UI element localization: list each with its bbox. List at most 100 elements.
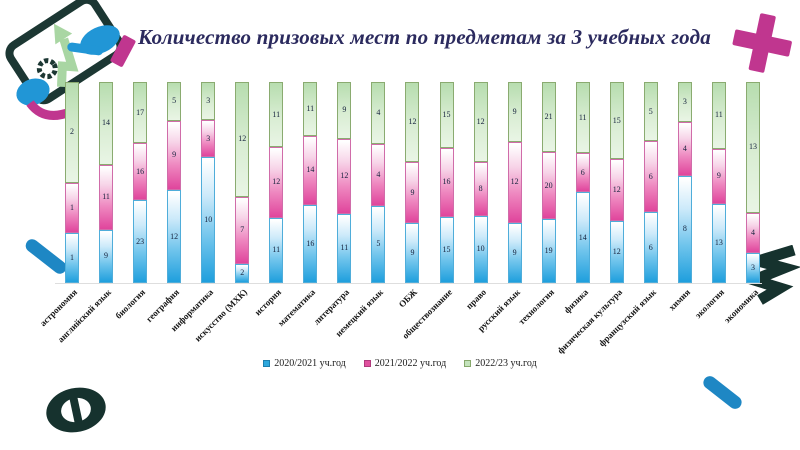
bar-column: 3 3 10 информатика bbox=[169, 82, 216, 333]
growth-arrow-icon bbox=[57, 37, 79, 88]
bar-segment: 10 bbox=[473, 215, 488, 283]
segment-value: 16 bbox=[136, 166, 145, 176]
segment-value: 19 bbox=[544, 246, 553, 256]
segment-value: 9 bbox=[410, 247, 415, 257]
bar-segment: 7 bbox=[235, 196, 250, 264]
bar-segment: 1 bbox=[65, 182, 79, 233]
segment-value: 4 bbox=[376, 107, 381, 117]
bar-segment: 5 bbox=[167, 82, 182, 121]
segment-value: 14 bbox=[578, 232, 587, 242]
bar-segment: 11 bbox=[269, 82, 284, 148]
legend-swatch-blue bbox=[263, 360, 271, 367]
legend-label: 2022/23 уч.год bbox=[475, 358, 537, 369]
segment-value: 9 bbox=[512, 107, 517, 117]
bar-segment: 10 bbox=[201, 157, 216, 283]
bar-segment: 15 bbox=[439, 82, 454, 148]
bar-column: 3 4 8 химия bbox=[667, 82, 692, 312]
segment-value: 12 bbox=[170, 231, 179, 241]
bar-segment: 12 bbox=[507, 142, 522, 223]
bar-segment: 9 bbox=[167, 120, 182, 191]
bar-segment: 8 bbox=[473, 162, 488, 216]
bar-segment: 6 bbox=[575, 153, 590, 193]
bar-segment: 4 bbox=[371, 143, 386, 206]
legend-swatch-green bbox=[464, 360, 472, 367]
legend-item-2020-2021: 2020/2021 уч.год bbox=[263, 358, 346, 369]
bar-column: 12 9 9 ОБЖ bbox=[397, 82, 420, 309]
bar-segment: 5 bbox=[643, 82, 658, 142]
pointing-finger bbox=[67, 42, 104, 56]
legend-label: 2020/2021 уч.год bbox=[274, 358, 346, 369]
segment-value: 6 bbox=[648, 242, 653, 252]
bar-segment: 16 bbox=[133, 143, 148, 201]
arrow-head-icon bbox=[53, 23, 73, 45]
segment-value: 11 bbox=[340, 243, 349, 253]
segment-value: 13 bbox=[748, 142, 757, 152]
bar-column: 21 20 19 технология bbox=[516, 82, 556, 327]
segment-value: 8 bbox=[478, 184, 483, 194]
segment-value: 2 bbox=[70, 127, 74, 137]
bar-segment: 3 bbox=[201, 82, 216, 120]
dark-f-ellipse bbox=[46, 387, 106, 433]
bar-segment: 23 bbox=[133, 200, 148, 283]
segment-value: 15 bbox=[612, 115, 621, 125]
bar-segment: 2 bbox=[235, 263, 250, 283]
bar-segment: 12 bbox=[235, 82, 250, 197]
segment-value: 9 bbox=[104, 251, 109, 261]
bar-column: 2 1 1 астрономия bbox=[38, 82, 79, 328]
bar-segment: 12 bbox=[269, 147, 284, 218]
bar-segment: 11 bbox=[99, 164, 114, 230]
bar-column: 15 16 15 обществознание bbox=[400, 82, 454, 341]
bar-segment: 9 bbox=[507, 222, 522, 283]
bar-segment: 3 bbox=[201, 119, 216, 158]
bar-segment: 16 bbox=[303, 204, 318, 283]
bar-segment: 16 bbox=[439, 147, 454, 218]
bar-segment: 6 bbox=[643, 212, 658, 283]
bar-segment: 12 bbox=[337, 138, 352, 214]
bar-segment: 3 bbox=[745, 252, 760, 283]
segment-value: 9 bbox=[716, 171, 721, 181]
bar-segment: 20 bbox=[541, 152, 556, 220]
segment-value: 12 bbox=[612, 185, 621, 195]
bar-column: 11 9 13 экология bbox=[693, 82, 726, 320]
blue-dash-left bbox=[23, 236, 69, 277]
segment-value: 21 bbox=[544, 112, 553, 122]
segment-value: 2 bbox=[240, 268, 245, 278]
bar-segment: 9 bbox=[405, 162, 420, 223]
blue-dash-bottom-right bbox=[700, 373, 745, 412]
bar-segment: 17 bbox=[133, 82, 148, 144]
segment-value: 9 bbox=[172, 150, 177, 160]
segment-value: 16 bbox=[442, 177, 451, 187]
segment-value: 15 bbox=[442, 245, 451, 255]
segment-value: 9 bbox=[512, 247, 517, 257]
bar-segment: 4 bbox=[371, 82, 386, 144]
bar-segment: 1 bbox=[65, 232, 79, 283]
bar-segment: 2 bbox=[65, 82, 79, 183]
bar-segment: 9 bbox=[405, 222, 420, 283]
legend-item-2022-23: 2022/23 уч.год bbox=[464, 358, 537, 369]
bar-segment: 9 bbox=[99, 229, 114, 283]
segment-value: 20 bbox=[544, 180, 553, 190]
bar-column: 9 12 11 литература bbox=[312, 82, 352, 327]
bar-segment: 5 bbox=[371, 205, 386, 283]
segment-value: 13 bbox=[714, 238, 723, 248]
bar-column: 13 4 3 экономика bbox=[722, 82, 760, 325]
bar-segment: 11 bbox=[575, 82, 590, 154]
bar-column: 15 12 12 физическая культура bbox=[555, 82, 624, 356]
bar-segment: 11 bbox=[269, 217, 284, 283]
bar-column: 12 7 2 искусство (МХК) bbox=[193, 82, 250, 344]
legend-item-2021-2022: 2021/2022 уч.год bbox=[363, 358, 446, 369]
bar-column: 14 11 9 английский язык bbox=[56, 82, 114, 344]
magenta-cuff bbox=[110, 35, 136, 67]
segment-value: 10 bbox=[204, 215, 213, 225]
bar-column: 17 16 23 биология bbox=[113, 82, 148, 321]
bar-segment: 4 bbox=[745, 212, 760, 253]
segment-value: 3 bbox=[206, 133, 211, 143]
bar-segment: 13 bbox=[745, 82, 760, 213]
segment-value: 3 bbox=[682, 97, 687, 107]
segment-value: 11 bbox=[102, 192, 110, 202]
segment-value: 11 bbox=[306, 103, 315, 113]
segment-value: 12 bbox=[612, 247, 621, 257]
legend-swatch-pink bbox=[363, 360, 371, 367]
magenta-arc bbox=[26, 100, 72, 120]
